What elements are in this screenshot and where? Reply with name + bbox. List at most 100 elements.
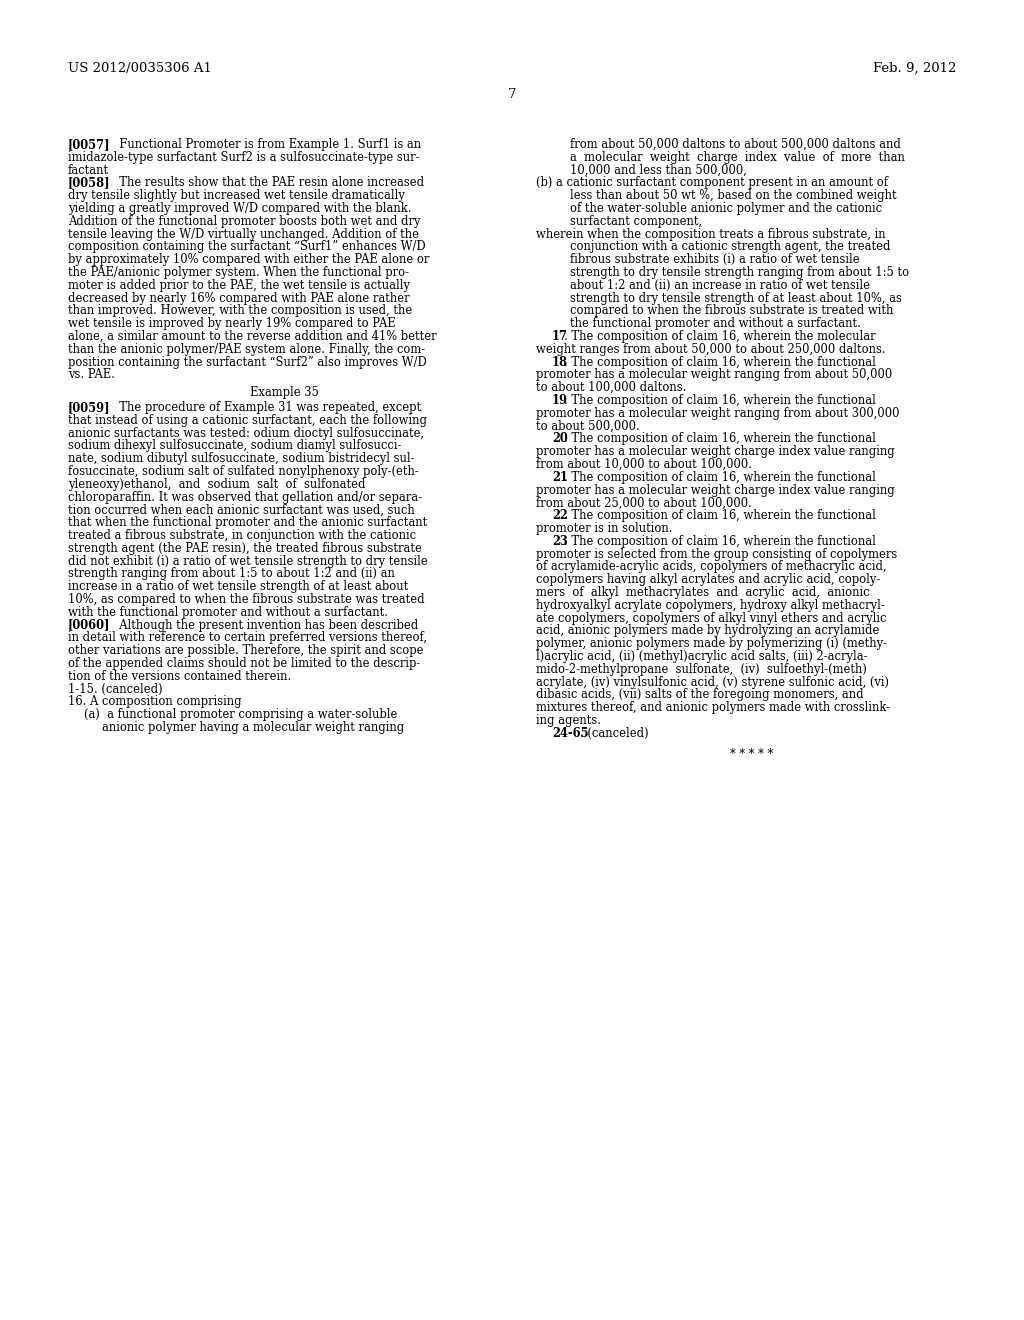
Text: (b) a cationic surfactant component present in an amount of: (b) a cationic surfactant component pres… <box>536 177 888 189</box>
Text: decreased by nearly 16% compared with PAE alone rather: decreased by nearly 16% compared with PA… <box>68 292 410 305</box>
Text: to about 100,000 daltons.: to about 100,000 daltons. <box>536 381 686 395</box>
Text: yleneoxy)ethanol,  and  sodium  salt  of  sulfonated: yleneoxy)ethanol, and sodium salt of sul… <box>68 478 366 491</box>
Text: vs. PAE.: vs. PAE. <box>68 368 115 381</box>
Text: compared to when the fibrous substrate is treated with: compared to when the fibrous substrate i… <box>570 305 893 317</box>
Text: copolymers having alkyl acrylates and acrylic acid, copoly-: copolymers having alkyl acrylates and ac… <box>536 573 881 586</box>
Text: polymer, anionic polymers made by polymerizing (i) (methy-: polymer, anionic polymers made by polyme… <box>536 638 887 651</box>
Text: [0060]: [0060] <box>68 619 111 631</box>
Text: strength ranging from about 1:5 to about 1:2 and (ii) an: strength ranging from about 1:5 to about… <box>68 568 395 581</box>
Text: tensile leaving the W/D virtually unchanged. Addition of the: tensile leaving the W/D virtually unchan… <box>68 227 419 240</box>
Text: 7: 7 <box>508 88 516 102</box>
Text: US 2012/0035306 A1: US 2012/0035306 A1 <box>68 62 212 75</box>
Text: 22: 22 <box>552 510 567 523</box>
Text: 24-65: 24-65 <box>552 727 589 739</box>
Text: strength to dry tensile strength of at least about 10%, as: strength to dry tensile strength of at l… <box>570 292 902 305</box>
Text: factant: factant <box>68 164 110 177</box>
Text: from about 50,000 daltons to about 500,000 daltons and: from about 50,000 daltons to about 500,0… <box>570 139 901 150</box>
Text: promoter is selected from the group consisting of copolymers: promoter is selected from the group cons… <box>536 548 897 561</box>
Text: 23: 23 <box>552 535 567 548</box>
Text: of the appended claims should not be limited to the descrip-: of the appended claims should not be lim… <box>68 657 420 671</box>
Text: with the functional promoter and without a surfactant.: with the functional promoter and without… <box>68 606 388 619</box>
Text: anionic polymer having a molecular weight ranging: anionic polymer having a molecular weigh… <box>102 721 404 734</box>
Text: l)acrylic acid, (ii) (methyl)acrylic acid salts, (iii) 2-acryla-: l)acrylic acid, (ii) (methyl)acrylic aci… <box>536 649 867 663</box>
Text: conjunction with a cationic strength agent, the treated: conjunction with a cationic strength age… <box>570 240 891 253</box>
Text: anionic surfactants was tested: odium dioctyl sulfosuccinate,: anionic surfactants was tested: odium di… <box>68 426 424 440</box>
Text: acid, anionic polymers made by hydrolyzing an acrylamide: acid, anionic polymers made by hydrolyzi… <box>536 624 880 638</box>
Text: position containing the surfactant “Surf2” also improves W/D: position containing the surfactant “Surf… <box>68 355 427 368</box>
Text: in detail with reference to certain preferred versions thereof,: in detail with reference to certain pref… <box>68 631 427 644</box>
Text: mixtures thereof, and anionic polymers made with crosslink-: mixtures thereof, and anionic polymers m… <box>536 701 890 714</box>
Text: (a)  a functional promoter comprising a water-soluble: (a) a functional promoter comprising a w… <box>84 709 397 721</box>
Text: . The composition of claim 16, wherein the functional: . The composition of claim 16, wherein t… <box>564 393 877 407</box>
Text: The procedure of Example 31 was repeated, except: The procedure of Example 31 was repeated… <box>112 401 421 414</box>
Text: ing agents.: ing agents. <box>536 714 601 727</box>
Text: increase in a ratio of wet tensile strength of at least about: increase in a ratio of wet tensile stren… <box>68 581 409 593</box>
Text: 10,000 and less than 500,000,: 10,000 and less than 500,000, <box>570 164 746 177</box>
Text: promoter is in solution.: promoter is in solution. <box>536 521 673 535</box>
Text: nate, sodium dibutyl sulfosuccinate, sodium bistridecyl sul-: nate, sodium dibutyl sulfosuccinate, sod… <box>68 453 415 465</box>
Text: chloroparaffin. It was observed that gellation and/or separa-: chloroparaffin. It was observed that gel… <box>68 491 422 504</box>
Text: 19: 19 <box>552 393 568 407</box>
Text: Addition of the functional promoter boosts both wet and dry: Addition of the functional promoter boos… <box>68 215 421 228</box>
Text: dry tensile slightly but increased wet tensile dramatically: dry tensile slightly but increased wet t… <box>68 189 404 202</box>
Text: tion of the versions contained therein.: tion of the versions contained therein. <box>68 669 291 682</box>
Text: . The composition of claim 16, wherein the functional: . The composition of claim 16, wherein t… <box>564 535 877 548</box>
Text: moter is added prior to the PAE, the wet tensile is actually: moter is added prior to the PAE, the wet… <box>68 279 410 292</box>
Text: 21: 21 <box>552 471 568 484</box>
Text: imidazole-type surfactant Surf2 is a sulfosuccinate-type sur-: imidazole-type surfactant Surf2 is a sul… <box>68 150 420 164</box>
Text: . The composition of claim 16, wherein the functional: . The composition of claim 16, wherein t… <box>564 433 877 445</box>
Text: Feb. 9, 2012: Feb. 9, 2012 <box>872 62 956 75</box>
Text: . The composition of claim 16, wherein the functional: . The composition of claim 16, wherein t… <box>564 355 877 368</box>
Text: treated a fibrous substrate, in conjunction with the cationic: treated a fibrous substrate, in conjunct… <box>68 529 416 543</box>
Text: mers  of  alkyl  methacrylates  and  acrylic  acid,  anionic: mers of alkyl methacrylates and acrylic … <box>536 586 869 599</box>
Text: . (canceled): . (canceled) <box>580 727 648 739</box>
Text: promoter has a molecular weight ranging from about 50,000: promoter has a molecular weight ranging … <box>536 368 892 381</box>
Text: acrylate, (iv) vinylsulfonic acid, (v) styrene sulfonic acid, (vi): acrylate, (iv) vinylsulfonic acid, (v) s… <box>536 676 889 689</box>
Text: from about 25,000 to about 100,000.: from about 25,000 to about 100,000. <box>536 496 752 510</box>
Text: 10%, as compared to when the fibrous substrate was treated: 10%, as compared to when the fibrous sub… <box>68 593 425 606</box>
Text: to about 500,000.: to about 500,000. <box>536 420 640 433</box>
Text: composition containing the surfactant “Surf1” enhances W/D: composition containing the surfactant “S… <box>68 240 426 253</box>
Text: alone, a similar amount to the reverse addition and 41% better: alone, a similar amount to the reverse a… <box>68 330 436 343</box>
Text: a  molecular  weight  charge  index  value  of  more  than: a molecular weight charge index value of… <box>570 150 905 164</box>
Text: that instead of using a cationic surfactant, each the following: that instead of using a cationic surfact… <box>68 413 427 426</box>
Text: 18: 18 <box>552 355 568 368</box>
Text: other variations are possible. Therefore, the spirit and scope: other variations are possible. Therefore… <box>68 644 424 657</box>
Text: fibrous substrate exhibits (i) a ratio of wet tensile: fibrous substrate exhibits (i) a ratio o… <box>570 253 859 267</box>
Text: that when the functional promoter and the anionic surfactant: that when the functional promoter and th… <box>68 516 427 529</box>
Text: did not exhibit (i) a ratio of wet tensile strength to dry tensile: did not exhibit (i) a ratio of wet tensi… <box>68 554 428 568</box>
Text: about 1:2 and (ii) an increase in ratio of wet tensile: about 1:2 and (ii) an increase in ratio … <box>570 279 870 292</box>
Text: The results show that the PAE resin alone increased: The results show that the PAE resin alon… <box>112 177 424 189</box>
Text: yielding a greatly improved W/D compared with the blank.: yielding a greatly improved W/D compared… <box>68 202 412 215</box>
Text: 1-15. (canceled): 1-15. (canceled) <box>68 682 163 696</box>
Text: of acrylamide-acrylic acids, copolymers of methacrylic acid,: of acrylamide-acrylic acids, copolymers … <box>536 561 887 573</box>
Text: sodium dihexyl sulfosuccinate, sodium diamyl sulfosucci-: sodium dihexyl sulfosuccinate, sodium di… <box>68 440 401 453</box>
Text: [0057]: [0057] <box>68 139 111 150</box>
Text: from about 10,000 to about 100,000.: from about 10,000 to about 100,000. <box>536 458 752 471</box>
Text: promoter has a molecular weight charge index value ranging: promoter has a molecular weight charge i… <box>536 483 895 496</box>
Text: tion occurred when each anionic surfactant was used, such: tion occurred when each anionic surfacta… <box>68 503 415 516</box>
Text: Functional Promoter is from Example 1. Surf1 is an: Functional Promoter is from Example 1. S… <box>112 139 421 150</box>
Text: promoter has a molecular weight ranging from about 300,000: promoter has a molecular weight ranging … <box>536 407 899 420</box>
Text: 20: 20 <box>552 433 567 445</box>
Text: strength to dry tensile strength ranging from about 1:5 to: strength to dry tensile strength ranging… <box>570 267 909 279</box>
Text: dibasic acids, (vii) salts of the foregoing monomers, and: dibasic acids, (vii) salts of the forego… <box>536 689 863 701</box>
Text: 17: 17 <box>552 330 568 343</box>
Text: promoter has a molecular weight charge index value ranging: promoter has a molecular weight charge i… <box>536 445 895 458</box>
Text: [0059]: [0059] <box>68 401 111 414</box>
Text: . The composition of claim 16, wherein the functional: . The composition of claim 16, wherein t… <box>564 471 877 484</box>
Text: ate copolymers, copolymers of alkyl vinyl ethers and acrylic: ate copolymers, copolymers of alkyl viny… <box>536 611 887 624</box>
Text: weight ranges from about 50,000 to about 250,000 daltons.: weight ranges from about 50,000 to about… <box>536 343 886 356</box>
Text: by approximately 10% compared with either the PAE alone or: by approximately 10% compared with eithe… <box>68 253 429 267</box>
Text: wherein when the composition treats a fibrous substrate, in: wherein when the composition treats a fi… <box>536 227 886 240</box>
Text: hydroxyalkyl acrylate copolymers, hydroxy alkyl methacryl-: hydroxyalkyl acrylate copolymers, hydrox… <box>536 599 885 611</box>
Text: Although the present invention has been described: Although the present invention has been … <box>112 619 418 631</box>
Text: surfactant component,: surfactant component, <box>570 215 702 228</box>
Text: strength agent (the PAE resin), the treated fibrous substrate: strength agent (the PAE resin), the trea… <box>68 541 422 554</box>
Text: * * * * *: * * * * * <box>730 747 773 760</box>
Text: . The composition of claim 16, wherein the molecular: . The composition of claim 16, wherein t… <box>564 330 876 343</box>
Text: the PAE/anionic polymer system. When the functional pro-: the PAE/anionic polymer system. When the… <box>68 267 409 279</box>
Text: wet tensile is improved by nearly 19% compared to PAE: wet tensile is improved by nearly 19% co… <box>68 317 395 330</box>
Text: 16. A composition comprising: 16. A composition comprising <box>68 696 242 709</box>
Text: . The composition of claim 16, wherein the functional: . The composition of claim 16, wherein t… <box>564 510 877 523</box>
